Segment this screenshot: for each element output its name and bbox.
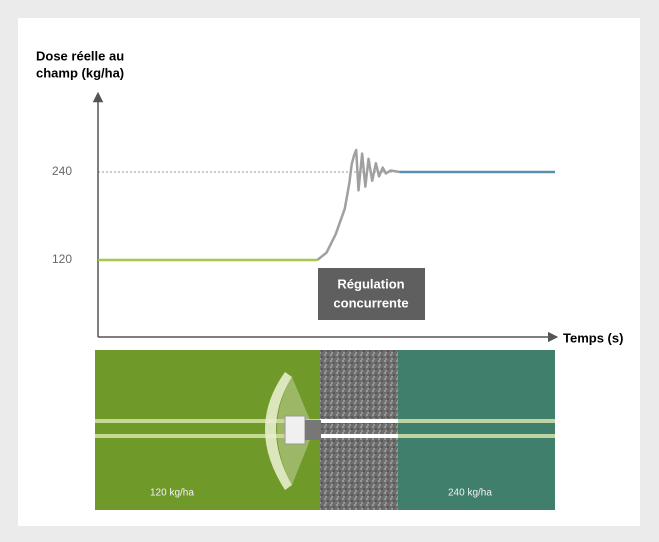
annotation: concurrente	[333, 295, 408, 310]
y-tick-label: 120	[52, 252, 72, 266]
field	[95, 350, 555, 510]
y-tick-label: 240	[52, 164, 72, 178]
annotation-box	[318, 268, 425, 320]
x-axis-label: Temps (s)	[563, 330, 623, 345]
y-axis-label: champ (kg/ha)	[36, 65, 124, 80]
annotation: Régulation	[337, 276, 404, 291]
field-label: 120 kg/ha	[150, 488, 194, 499]
line	[316, 148, 400, 261]
y-axis-label: Dose réelle au	[36, 48, 124, 63]
field-label: 240 kg/ha	[448, 488, 492, 499]
